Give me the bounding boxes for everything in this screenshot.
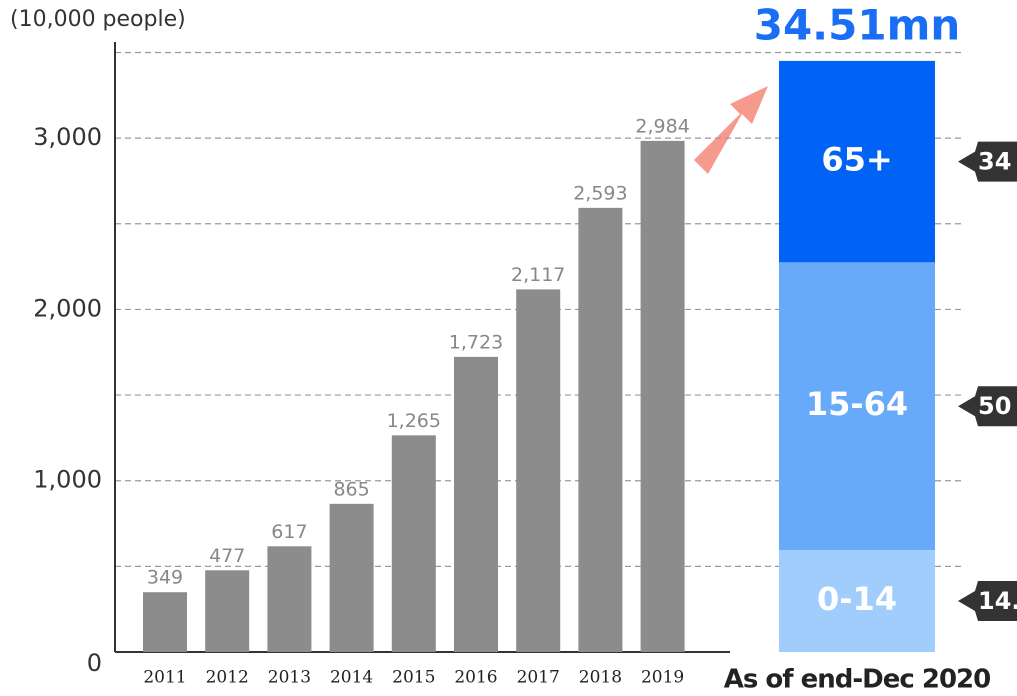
callout-label: 14.: [978, 587, 1017, 615]
callout-label: 50: [978, 392, 1011, 420]
value-label: 617: [271, 521, 307, 543]
value-label: 1,265: [387, 410, 441, 432]
value-label: 2,117: [511, 264, 565, 286]
bar: [329, 503, 374, 652]
segment-label: 15-64: [806, 385, 908, 423]
segment-label: 0-14: [817, 580, 897, 618]
callout-shape: [958, 141, 1017, 182]
trend-arrow: [694, 86, 768, 174]
x-tick-label: 2018: [579, 668, 622, 688]
bar: [578, 207, 623, 652]
segment-label: 65+: [821, 141, 892, 179]
y-tick-label: 2,000: [33, 294, 102, 322]
x-tick-label: 2017: [517, 668, 560, 688]
stack-segment: [779, 262, 935, 551]
callout-label: 34: [978, 148, 1011, 176]
y-tick-label: 1,000: [33, 466, 102, 494]
y-axis-label: (10,000 people): [10, 7, 186, 32]
x-tick-label: 2014: [330, 668, 373, 688]
stack-segment: [779, 60, 935, 263]
total-label: 34.51mn: [754, 1, 961, 50]
x-tick-label: 2011: [143, 668, 186, 688]
value-label: 2,593: [573, 182, 627, 204]
bar: [516, 289, 561, 652]
callout-shape: [958, 581, 1017, 622]
bar: [267, 546, 312, 652]
value-label: 1,723: [449, 331, 503, 353]
y-tick-label: 0: [87, 649, 102, 677]
x-tick-label: 2015: [392, 668, 435, 688]
callout-shape: [958, 386, 1017, 427]
x-tick-label: 2013: [268, 668, 311, 688]
bar: [205, 570, 250, 652]
value-label: 349: [147, 567, 183, 589]
x-tick-label: 2019: [641, 668, 684, 688]
bar: [391, 435, 436, 652]
bar: [454, 356, 498, 652]
y-tick-label: 3,000: [33, 123, 102, 151]
x-tick-label: As of end-Dec 2020: [724, 665, 990, 695]
value-label: 477: [209, 545, 245, 567]
bar: [640, 140, 685, 652]
x-tick-label: 2016: [454, 668, 497, 688]
bar: [143, 592, 187, 652]
x-tick-label: 2012: [206, 668, 249, 688]
stack-segment: [779, 550, 935, 652]
value-label: 865: [333, 478, 369, 500]
value-label: 2,984: [635, 115, 689, 137]
